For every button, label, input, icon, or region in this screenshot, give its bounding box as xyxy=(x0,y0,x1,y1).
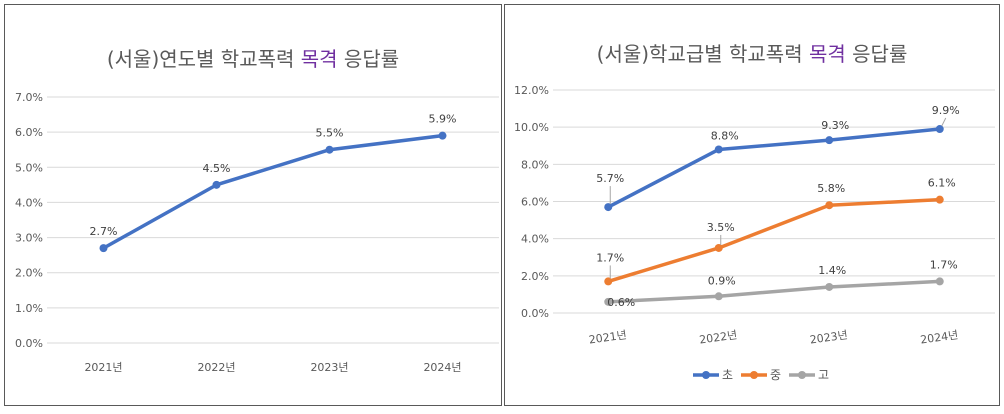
series-line-고 xyxy=(606,279,942,304)
y-tick-label: 6.0% xyxy=(521,196,549,209)
data-point xyxy=(714,292,723,301)
legend-marker xyxy=(750,371,758,379)
data-point xyxy=(604,277,613,286)
y-tick-label: 10.0% xyxy=(514,121,549,134)
legend-label: 초 xyxy=(722,368,733,382)
data-label: 1.4% xyxy=(818,264,846,277)
data-point xyxy=(935,125,944,134)
legend-marker xyxy=(702,371,710,379)
line-chart-yearly: 0.0% 1.0% 2.0% 3.0% 4.0% 5.0% 6.0% 7.0% 2021년 202… xyxy=(15,91,499,374)
data-point xyxy=(325,145,334,154)
y-tick-label: 3.0% xyxy=(15,232,43,245)
y-tick-label: 0.0% xyxy=(15,337,43,350)
x-tick-label: 2021년 xyxy=(588,328,628,346)
line-chart-school-level: 0.0% 2.0% 4.0% 6.0% 8.0% 10.0% 12.0% 2021년 2022년… xyxy=(514,84,995,382)
y-tick-label: 12.0% xyxy=(514,84,549,97)
data-label: 5.5% xyxy=(316,127,344,140)
data-point xyxy=(935,277,944,286)
y-tick-label: 8.0% xyxy=(521,158,549,171)
y-tick-label: 0.0% xyxy=(521,307,549,320)
chart-panel-school-level: (서울)학교급별 학교폭력 목격 응답률 0.0% 2.0% 4.0% 6.0% 8.0… xyxy=(504,4,1000,406)
series-line-응답률 xyxy=(101,133,445,250)
legend-label: 고 xyxy=(818,368,829,382)
x-tick-label: 2022년 xyxy=(197,361,235,374)
data-point xyxy=(212,180,221,189)
data-point xyxy=(825,282,834,291)
data-label: 6.1% xyxy=(928,177,956,190)
x-tick-label: 2023년 xyxy=(809,328,849,346)
y-tick-label: 4.0% xyxy=(15,196,43,209)
data-point xyxy=(99,244,108,253)
data-label: 3.5% xyxy=(707,221,735,234)
leader-line xyxy=(941,117,947,127)
data-point xyxy=(604,297,613,306)
y-tick-label: 4.0% xyxy=(521,233,549,246)
x-tick-label: 2022년 xyxy=(698,328,738,346)
data-label: 4.5% xyxy=(203,162,231,175)
chart-panel-yearly: (서울)연도별 학교폭력 목격 응답률 0.0% 1.0% 2.0% 3.0% 4.0%… xyxy=(4,4,502,406)
data-label: 9.9% xyxy=(932,104,960,117)
legend-label: 중 xyxy=(770,368,781,382)
y-tick-label: 2.0% xyxy=(521,270,549,283)
data-label: 9.3% xyxy=(821,119,849,132)
data-label: 2.7% xyxy=(90,225,118,238)
x-tick-label: 2024년 xyxy=(423,361,461,374)
data-point xyxy=(825,136,834,145)
data-point xyxy=(438,131,447,140)
data-label: 0.6% xyxy=(607,296,635,309)
series-line-중 xyxy=(606,197,942,284)
y-tick-label: 6.0% xyxy=(15,126,43,139)
data-label: 5.8% xyxy=(817,182,845,195)
y-tick-label: 5.0% xyxy=(15,161,43,174)
x-tick-label: 2023년 xyxy=(310,361,348,374)
data-label: 5.7% xyxy=(596,172,624,185)
data-point xyxy=(825,201,834,210)
legend-marker xyxy=(798,371,806,379)
chart-title: (서울)학교급별 학교폭력 목격 응답률 xyxy=(596,42,908,66)
data-point xyxy=(714,243,723,252)
data-point xyxy=(714,145,723,154)
data-point xyxy=(935,195,944,204)
y-tick-label: 7.0% xyxy=(15,91,43,104)
data-label: 1.7% xyxy=(930,258,958,271)
y-tick-label: 2.0% xyxy=(15,267,43,280)
data-label: 0.9% xyxy=(708,274,736,287)
y-tick-label: 1.0% xyxy=(15,302,43,315)
data-label: 8.8% xyxy=(711,129,739,142)
series-line-초 xyxy=(606,127,942,209)
data-label: 1.7% xyxy=(596,251,624,264)
x-tick-label: 2024년 xyxy=(919,328,959,346)
data-point xyxy=(604,203,613,212)
x-tick-label: 2021년 xyxy=(84,361,122,374)
data-label: 5.9% xyxy=(429,113,457,126)
chart-title: (서울)연도별 학교폭력 목격 응답률 xyxy=(106,47,400,71)
